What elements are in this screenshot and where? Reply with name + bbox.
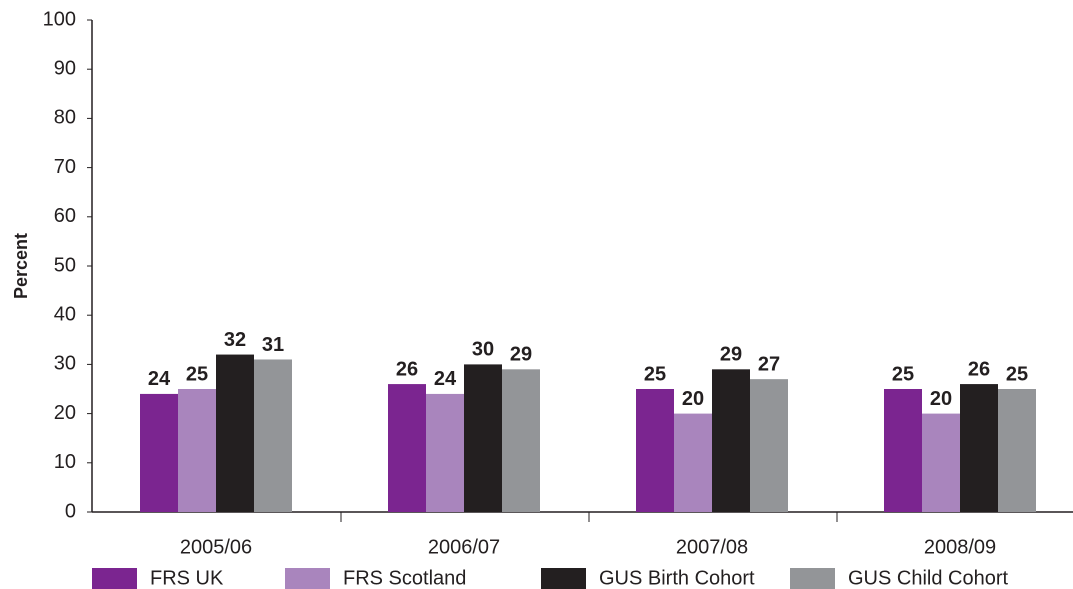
data-label: 20 [930, 388, 952, 410]
y-tick-label: 90 [54, 57, 76, 79]
bar [960, 384, 998, 512]
data-label: 24 [434, 368, 457, 390]
legend-swatch [92, 568, 137, 589]
bar [750, 379, 788, 512]
legend-label: GUS Child Cohort [848, 567, 1009, 589]
data-label: 27 [758, 353, 780, 375]
data-label: 29 [720, 344, 742, 366]
y-tick-label: 80 [54, 107, 76, 129]
y-tick-label: 60 [54, 205, 76, 227]
bar [464, 364, 502, 512]
y-tick-label: 50 [54, 254, 76, 276]
bar [712, 369, 750, 512]
legend-label: FRS Scotland [343, 567, 466, 589]
y-tick-label: 0 [65, 500, 76, 522]
bar [216, 354, 254, 512]
bar [140, 393, 178, 512]
y-tick-label: 70 [54, 156, 76, 178]
data-label: 26 [396, 358, 418, 380]
legend-label: GUS Birth Cohort [599, 567, 755, 589]
data-label: 25 [1006, 363, 1028, 385]
y-tick-label: 20 [54, 402, 76, 424]
legend-label: FRS UK [150, 567, 224, 589]
legend-swatch [285, 568, 330, 589]
y-axis-label: Percent [11, 233, 31, 299]
bar [922, 413, 960, 512]
data-label: 25 [644, 363, 666, 385]
x-tick-label: 2007/08 [676, 536, 748, 558]
bar [884, 389, 922, 512]
data-label: 30 [472, 339, 494, 361]
bar [998, 389, 1036, 512]
x-tick-label: 2008/09 [924, 536, 996, 558]
y-tick-label: 40 [54, 303, 76, 325]
legend-swatch [790, 568, 835, 589]
data-label: 20 [682, 388, 704, 410]
bar [178, 389, 216, 512]
legend-swatch [541, 568, 586, 589]
y-tick-label: 10 [54, 451, 76, 473]
bar [502, 369, 540, 512]
bar [254, 359, 292, 512]
y-tick-label: 30 [54, 353, 76, 375]
data-label: 31 [262, 334, 284, 356]
bar [388, 384, 426, 512]
x-tick-label: 2005/06 [180, 536, 252, 558]
bar [636, 389, 674, 512]
bar [674, 413, 712, 512]
bar [426, 393, 464, 512]
data-label: 25 [892, 363, 914, 385]
y-tick-label: 100 [43, 8, 76, 30]
data-label: 25 [186, 363, 208, 385]
data-label: 32 [224, 329, 246, 351]
data-label: 24 [148, 368, 171, 390]
x-tick-label: 2006/07 [428, 536, 500, 558]
data-label: 26 [968, 358, 990, 380]
data-label: 29 [510, 344, 532, 366]
